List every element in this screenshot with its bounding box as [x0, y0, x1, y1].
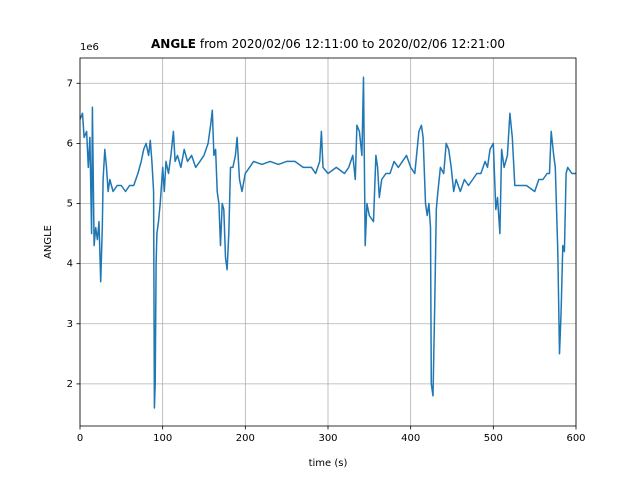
x-tick-label: 300: [318, 433, 337, 444]
y-tick-label: 4: [67, 259, 73, 270]
title-text: from 2020/02/06 12:11:00 to 2020/02/06 1…: [200, 37, 505, 51]
x-tick-label: 200: [236, 433, 255, 444]
y-tick-label: 5: [67, 199, 73, 210]
x-axis-label: time (s): [309, 458, 348, 469]
y-tick-label: 2: [67, 379, 73, 390]
title-bold: ANGLE: [151, 37, 196, 51]
x-tick-label: 500: [484, 433, 503, 444]
axes-frame: [79, 57, 577, 427]
data-line: [79, 76, 576, 409]
x-tick-label: 100: [153, 433, 172, 444]
y-offset-label: 1e6: [80, 42, 99, 53]
x-tick-label: 600: [566, 433, 585, 444]
x-tick-label: 400: [401, 433, 420, 444]
y-axis-label: ANGLE: [43, 225, 54, 259]
y-tick-label: 3: [67, 319, 73, 330]
chart-title: ANGLE from 2020/02/06 12:11:00 to 2020/0…: [151, 37, 505, 51]
y-tick-label: 7: [67, 78, 73, 89]
x-tick-label: 0: [77, 433, 83, 444]
plot-area: 0 100 200 300 400 500 600 2 3 4 5 6 7: [67, 57, 586, 444]
y-tick-label: 6: [67, 138, 73, 149]
